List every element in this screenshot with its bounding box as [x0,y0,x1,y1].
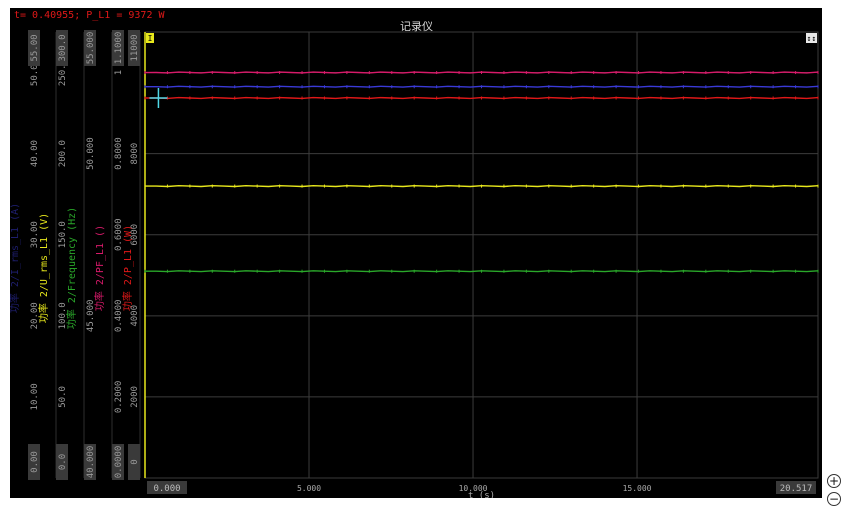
axis-4-endbox-5 [128,30,140,66]
axis-4-tick-2: 4000 [130,305,140,327]
axis-1-tick-5: 250.0 [58,59,68,86]
axis-0-label: 功率 2/U_rms_L1 (V) [37,213,50,323]
axis-1-tick-4: 200.0 [58,140,68,167]
corner-marker-left: I [148,34,153,43]
axis-2-endbox-0 [84,444,96,480]
axis-0-tick-4: 40.00 [30,140,40,167]
axis-2-tick-3: 55.000 [86,32,96,65]
axis-4-tick-4: 8000 [130,143,140,165]
axis-3-label: 功率 2/P_L1 (W) [121,225,134,311]
axis-4-tick-0: 0 [130,459,140,464]
axis-1-tick-3: 150.0 [58,221,68,248]
axis-2-tick-0: 40.000 [86,446,96,479]
zoom-in-icon[interactable]: + [827,474,841,488]
axis-1-tick-6: 300.0 [58,34,68,61]
x-axis-label: t (s) [468,491,495,498]
x-tick-0: 0.000 [153,484,180,494]
zoom-out-icon[interactable]: − [827,492,841,506]
axis-3-tick-6: 1.1000 [114,32,124,65]
axis-3-tick-3: 0.6000 [114,218,124,251]
axis-1-endbox-6 [56,30,68,66]
corner-marker-right: ↕↕ [807,34,817,43]
axis-0-endbox-0 [28,444,40,480]
x-tick-box-4 [776,481,816,494]
x-tick-4: 20.517 [780,484,813,494]
cursor-readout: t= 0.40955; P_L1 = 9372 W [14,10,165,21]
x-tick-box-0 [147,481,187,494]
axis-1-tick-2: 100.0 [58,302,68,329]
axis-1-endbox-0 [56,444,68,480]
axis-0-tick-6: 55.00 [30,34,40,61]
corner-marker-right-box [806,33,817,43]
axis-2-label: 功率 2/PF_L1 () [93,225,106,311]
axis-0-tick-2: 20.00 [30,302,40,329]
axis-1-tick-1: 50.0 [58,386,68,408]
axis-0-tick-3: 30.00 [30,221,40,248]
axis-0-tick-5: 50.00 [30,59,40,86]
axis-3-tick-5: 1 [114,70,124,75]
axis-0-tick-1: 10.00 [30,383,40,410]
axis-3-tick-4: 0.8000 [114,137,124,170]
recorder-panel: t= 0.40955; P_L1 = 9372 W 记录仪 0.00 10.00 2… [10,8,822,498]
axis-3-endbox-0 [112,444,124,480]
axis-4-tick-5: 11000 [130,34,140,61]
x-tick-3: 15.000 [623,484,652,493]
axis-0-endbox-6 [28,30,40,66]
x-tick-2: 10.000 [459,484,488,493]
axis-3-endbox-6 [112,30,124,66]
axis-1-tick-0: 0.0 [58,454,68,470]
axis-3-tick-1: 0.2000 [114,381,124,414]
axis-3-tick-2: 0.4000 [114,300,124,333]
axis-1-label: 功率 2/Frequency (Hz) [65,207,78,329]
x-tick-1: 5.000 [297,484,321,493]
axis-4-tick-1: 2000 [130,386,140,408]
axis-4-tick-3: 6000 [130,224,140,246]
chart-title: 记录仪 [400,20,433,33]
axis-0-tick-0: 0.00 [30,451,40,473]
axis-3-tick-0: 0.0000 [114,446,124,479]
axis-4-endbox-0 [128,444,140,480]
axis-2-tick-1: 45.000 [86,300,96,333]
corner-marker-left-box [146,33,154,43]
axis-2-tick-2: 50.000 [86,137,96,170]
axis-2-endbox-3 [84,30,96,66]
faint-axis-label: 功率 2/I_rms_L1 (A) [10,203,21,313]
